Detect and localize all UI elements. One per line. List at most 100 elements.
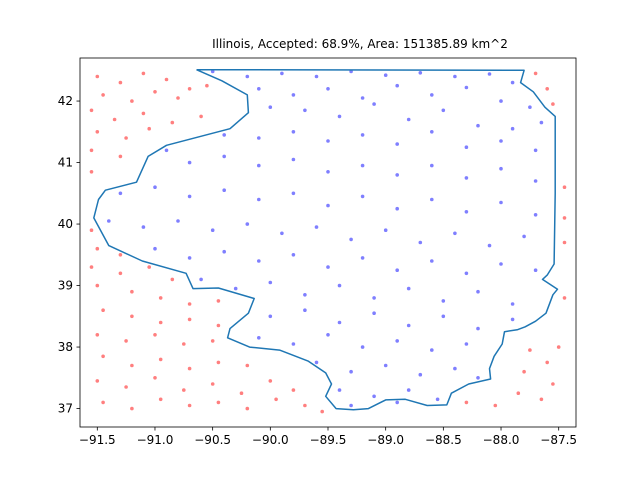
rejected-point	[562, 216, 567, 220]
accepted-point	[164, 148, 169, 153]
rejected-point	[130, 289, 134, 294]
rejected-point	[539, 397, 544, 402]
axes: −91.5 −91.0 −90.5 −90.0 −89.5 −89.0 −88.5 −88.0…	[58, 57, 577, 447]
accepted-point	[291, 253, 296, 257]
accepted-point	[360, 345, 365, 349]
rejected-point	[533, 71, 538, 76]
accepted-point	[476, 289, 480, 294]
rejected-point	[153, 376, 157, 380]
x-tick-label: −89.0	[367, 433, 404, 447]
accepted-point	[406, 286, 411, 291]
accepted-point	[303, 108, 307, 113]
accepted-point	[326, 87, 330, 91]
rejected-point	[147, 126, 151, 131]
accepted-point	[395, 83, 400, 88]
rejected-point	[187, 87, 192, 91]
rejected-point	[95, 130, 100, 134]
accepted-point	[349, 369, 353, 374]
accepted-point	[395, 268, 400, 273]
accepted-point	[360, 256, 365, 260]
accepted-point	[107, 219, 111, 223]
rejected-point	[95, 74, 100, 79]
accepted-point	[210, 69, 215, 74]
accepted-point	[337, 283, 342, 288]
rejected-point	[562, 185, 567, 189]
accepted-point	[199, 277, 203, 282]
accepted-point	[257, 163, 261, 168]
rejected-point	[124, 136, 128, 140]
y-tick-label: 39	[58, 279, 73, 293]
rejected-point	[216, 299, 221, 303]
accepted-point	[268, 280, 273, 285]
y-tick-label: 38	[58, 340, 73, 354]
accepted-point	[349, 237, 353, 242]
accepted-point	[314, 360, 319, 365]
accepted-point	[395, 400, 400, 405]
accepted-point	[268, 314, 273, 319]
rejected-point	[562, 240, 567, 245]
accepted-point	[464, 85, 469, 90]
accepted-point	[464, 210, 469, 214]
accepted-point	[187, 256, 192, 260]
accepted-point	[222, 249, 226, 254]
accepted-point	[528, 105, 532, 109]
rejected-point	[89, 228, 94, 232]
accepted-point	[499, 262, 503, 266]
accepted-point	[153, 246, 157, 251]
accepted-point	[360, 96, 365, 100]
accepted-point	[187, 194, 192, 199]
state-boundary-line	[93, 68, 559, 411]
rejected-point	[216, 323, 221, 328]
accepted-point	[372, 102, 376, 106]
rejected-point	[130, 314, 134, 319]
rejected-point	[158, 320, 163, 325]
accepted-point	[210, 228, 215, 232]
rejected-point	[95, 333, 100, 337]
accepted-point	[510, 126, 515, 131]
y-tick-label: 41	[58, 156, 73, 170]
rejected-point	[210, 382, 215, 386]
accepted-point	[510, 317, 515, 322]
x-tick-label: −91.0	[137, 433, 174, 447]
rejected-point	[158, 397, 163, 402]
accepted-point	[372, 394, 376, 399]
accepted-point	[487, 72, 492, 76]
rejected-point	[556, 345, 561, 349]
rejected-point	[216, 360, 221, 365]
accepted-point	[257, 87, 261, 91]
accepted-point	[314, 225, 319, 229]
accepted-point	[268, 105, 273, 109]
accepted-point	[383, 363, 388, 368]
accepted-point	[418, 71, 423, 75]
plot-content	[89, 68, 567, 414]
accepted-point	[245, 222, 250, 226]
rejected-point	[216, 400, 221, 405]
rejected-point	[158, 296, 163, 300]
rejected-point	[118, 271, 123, 276]
accepted-point	[453, 231, 457, 236]
accepted-point	[257, 197, 261, 202]
accepted-point	[360, 194, 365, 199]
rejected-point	[147, 265, 151, 269]
accepted-point	[464, 271, 469, 276]
y-tick-label: 37	[58, 402, 73, 416]
accepted-point	[280, 231, 284, 236]
rejected-point	[545, 87, 549, 91]
rejected-point	[118, 154, 123, 159]
rejected-point	[95, 379, 100, 383]
accepted-point	[257, 136, 261, 140]
accepted-point	[418, 240, 423, 245]
accepted-point	[464, 145, 469, 149]
accepted-point	[372, 311, 376, 316]
accepted-point	[395, 339, 400, 343]
rejected-point	[245, 363, 250, 368]
accepted-point	[222, 188, 226, 192]
x-tick-label: −88.5	[425, 433, 462, 447]
rejected-point	[158, 357, 163, 362]
rejected-point	[130, 363, 134, 368]
rejected-point	[551, 382, 555, 386]
plot-area	[89, 68, 567, 414]
accepted-point	[533, 213, 538, 217]
rejected-point	[562, 296, 567, 300]
